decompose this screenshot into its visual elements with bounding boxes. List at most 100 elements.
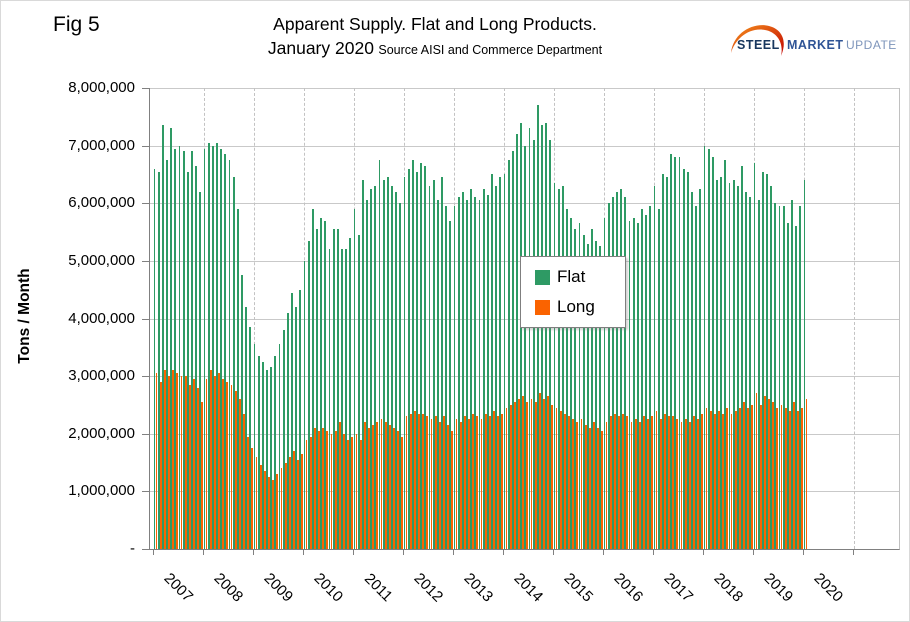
bar-flat [249, 327, 252, 549]
bar-long [738, 407, 741, 549]
bar-flat [503, 174, 506, 549]
bar-long [563, 413, 566, 549]
bar-long [368, 427, 370, 549]
legend: Flat Long [520, 256, 626, 328]
bar-long [205, 379, 208, 549]
bar-flat [174, 148, 177, 549]
bar-flat [728, 183, 731, 549]
bar-long [230, 384, 233, 549]
bar-long [797, 410, 800, 549]
x-year-label: 2018 [710, 569, 746, 606]
bar-long [476, 416, 479, 549]
bar-long [534, 402, 537, 549]
bar-flat [566, 209, 568, 549]
bar-flat [586, 243, 589, 549]
bar-flat [653, 185, 656, 549]
bar-flat [382, 180, 385, 549]
chart-subtitle: January 2020 [267, 37, 374, 58]
logo-graphic: STEEL MARKET UPDATE [731, 25, 896, 56]
bar-long [401, 436, 404, 549]
bar-flat [670, 154, 673, 549]
y-tick-label: 7,000,000 [68, 136, 135, 154]
bar-long [180, 376, 183, 549]
bar-long [634, 419, 637, 549]
bar-long [663, 413, 666, 549]
x-axis-tick [602, 550, 604, 555]
bar-flat [266, 370, 268, 549]
y-tick-label: 3,000,000 [68, 367, 135, 385]
y-tick-label: 2,000,000 [68, 424, 135, 442]
bar-long [209, 370, 212, 549]
bar-flat [282, 330, 285, 549]
bar-flat [791, 200, 793, 549]
bar-flat [316, 229, 318, 549]
bar-flat [411, 160, 414, 549]
bar-flat [716, 180, 718, 549]
bar-flat [191, 151, 193, 549]
bar-flat [320, 217, 323, 549]
bar-flat [161, 125, 164, 549]
y-axis-tick [142, 145, 149, 147]
bar-flat [420, 162, 423, 549]
bar-flat [603, 217, 606, 549]
bar-long [763, 396, 766, 549]
bar-flat [649, 206, 652, 549]
bar-flat [645, 214, 648, 549]
bar-long [201, 402, 204, 549]
bar-flat [707, 148, 710, 549]
bar-long [601, 430, 604, 549]
bar-flat [657, 209, 660, 549]
x-axis-tick [352, 550, 354, 555]
bar-long [263, 471, 266, 549]
bar-long [409, 413, 412, 549]
bar-flat [803, 180, 806, 549]
bar-long [526, 402, 529, 549]
bar-long [668, 416, 670, 549]
bar-long [393, 427, 395, 549]
bar-flat [278, 344, 281, 549]
bar-flat [436, 200, 439, 549]
logo-swoosh-icon [731, 25, 784, 56]
bar-flat [678, 157, 681, 549]
bar-long [338, 422, 341, 549]
bar-long [247, 436, 250, 549]
bar-flat [407, 168, 410, 549]
bar-flat [182, 151, 185, 549]
bar-long [630, 422, 633, 549]
bar-flat [553, 183, 556, 549]
bar-long [555, 407, 558, 549]
bar-long [672, 416, 675, 549]
bar-long [418, 413, 420, 549]
chart-title: Apparent Supply. Flat and Long Products. [273, 14, 597, 34]
y-tick-label: 1,000,000 [68, 482, 135, 500]
bar-flat [720, 177, 723, 549]
bar-long [434, 416, 437, 549]
bar-flat [666, 177, 668, 549]
bar-flat [395, 191, 398, 549]
bar-flat [549, 139, 552, 549]
bar-flat [561, 185, 564, 549]
legend-label-long: Long [557, 297, 595, 316]
bar-flat [736, 185, 739, 549]
bar-long [509, 404, 512, 549]
legend-swatch-long-icon [535, 299, 550, 315]
bar-long [718, 410, 720, 549]
bar-flat [441, 177, 443, 549]
bar-flat [495, 185, 498, 549]
bar-flat [366, 200, 368, 549]
bar-long [376, 422, 379, 549]
bar-long [255, 456, 258, 549]
bar-flat [453, 206, 456, 549]
x-year-label: 2012 [410, 569, 446, 606]
bar-long [676, 419, 679, 549]
bar-flat [445, 206, 448, 549]
x-year-label: 2016 [610, 569, 646, 606]
bar-long [626, 416, 629, 549]
bar-long [163, 370, 166, 549]
bar-flat [624, 197, 627, 549]
bar-flat [391, 185, 393, 549]
bar-long [447, 425, 450, 549]
bar-long [363, 422, 366, 549]
bar-long [722, 413, 725, 549]
